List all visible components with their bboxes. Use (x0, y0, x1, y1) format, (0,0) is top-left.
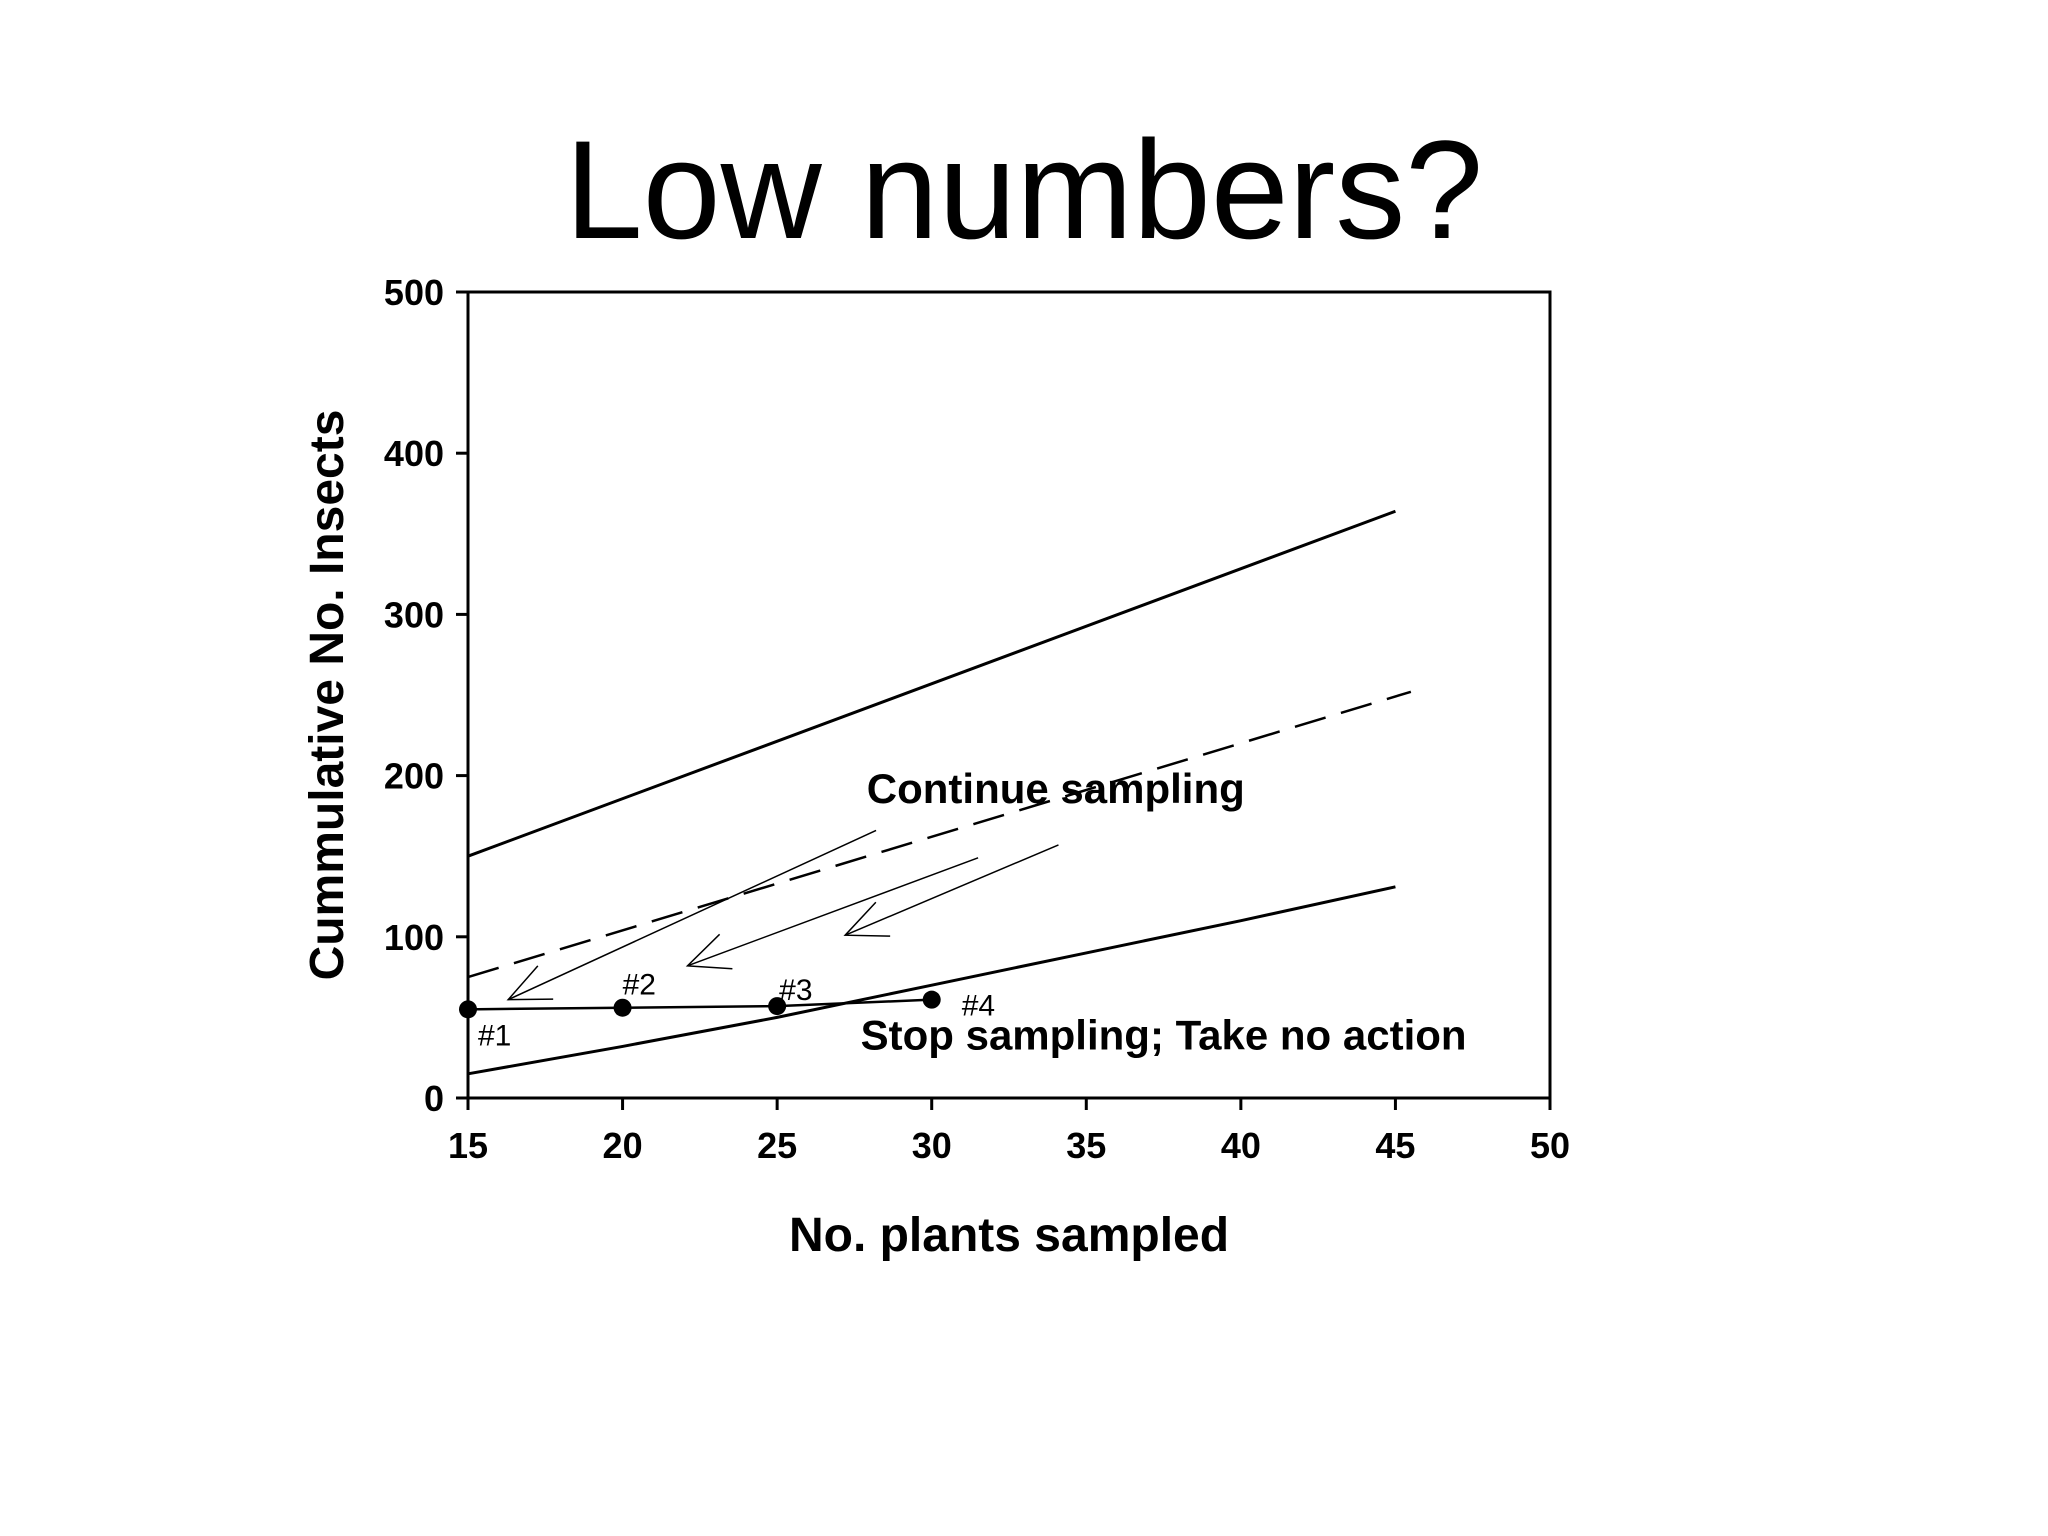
point-label: #2 (623, 969, 656, 1002)
annotation-arrow (844, 844, 1059, 936)
y-axis-title: Cummulative No. Insects (301, 410, 354, 981)
y-tick-label: 400 (384, 433, 444, 474)
observation-point (613, 998, 632, 1017)
x-tick-label: 35 (1066, 1125, 1106, 1166)
arrow-head (506, 965, 554, 1001)
y-tick-label: 500 (384, 272, 444, 313)
annotation-arrow (687, 857, 979, 967)
x-tick-label: 40 (1221, 1125, 1261, 1166)
x-tick-label: 25 (757, 1125, 797, 1166)
y-tick-label: 200 (384, 756, 444, 797)
dashed-boundary-line (467, 690, 1412, 979)
point-label: #1 (478, 1019, 511, 1052)
arrow-head (843, 901, 891, 937)
x-tick-label: 20 (603, 1125, 643, 1166)
x-tick-label: 15 (448, 1125, 488, 1166)
y-tick-label: 0 (424, 1078, 444, 1119)
plot-frame (466, 290, 1552, 1100)
slide-title: Low numbers? (564, 111, 1484, 268)
boundary-line (467, 885, 1396, 1076)
x-tick-label: 30 (912, 1125, 952, 1166)
annotation-label: Continue sampling (867, 765, 1245, 812)
y-tick-label: 300 (384, 594, 444, 635)
annotation-arrow (507, 829, 877, 1001)
x-tick-label: 50 (1530, 1125, 1570, 1166)
observation-line (467, 998, 932, 1011)
point-label: #4 (962, 990, 995, 1023)
observation-point (922, 990, 941, 1009)
boundary-line (467, 509, 1396, 858)
y-tick-label: 100 (384, 917, 444, 958)
point-label: #3 (779, 974, 812, 1007)
x-axis-title: No. plants sampled (789, 1209, 1229, 1262)
observation-point (768, 997, 787, 1016)
x-tick-label: 45 (1375, 1125, 1415, 1166)
plot-content: #1 #2 #3 #4 Continue sampling Stop sampling; … (459, 509, 1467, 1076)
arrow-head (685, 933, 733, 970)
annotation-label: Stop sampling; Take no action (861, 1012, 1467, 1059)
